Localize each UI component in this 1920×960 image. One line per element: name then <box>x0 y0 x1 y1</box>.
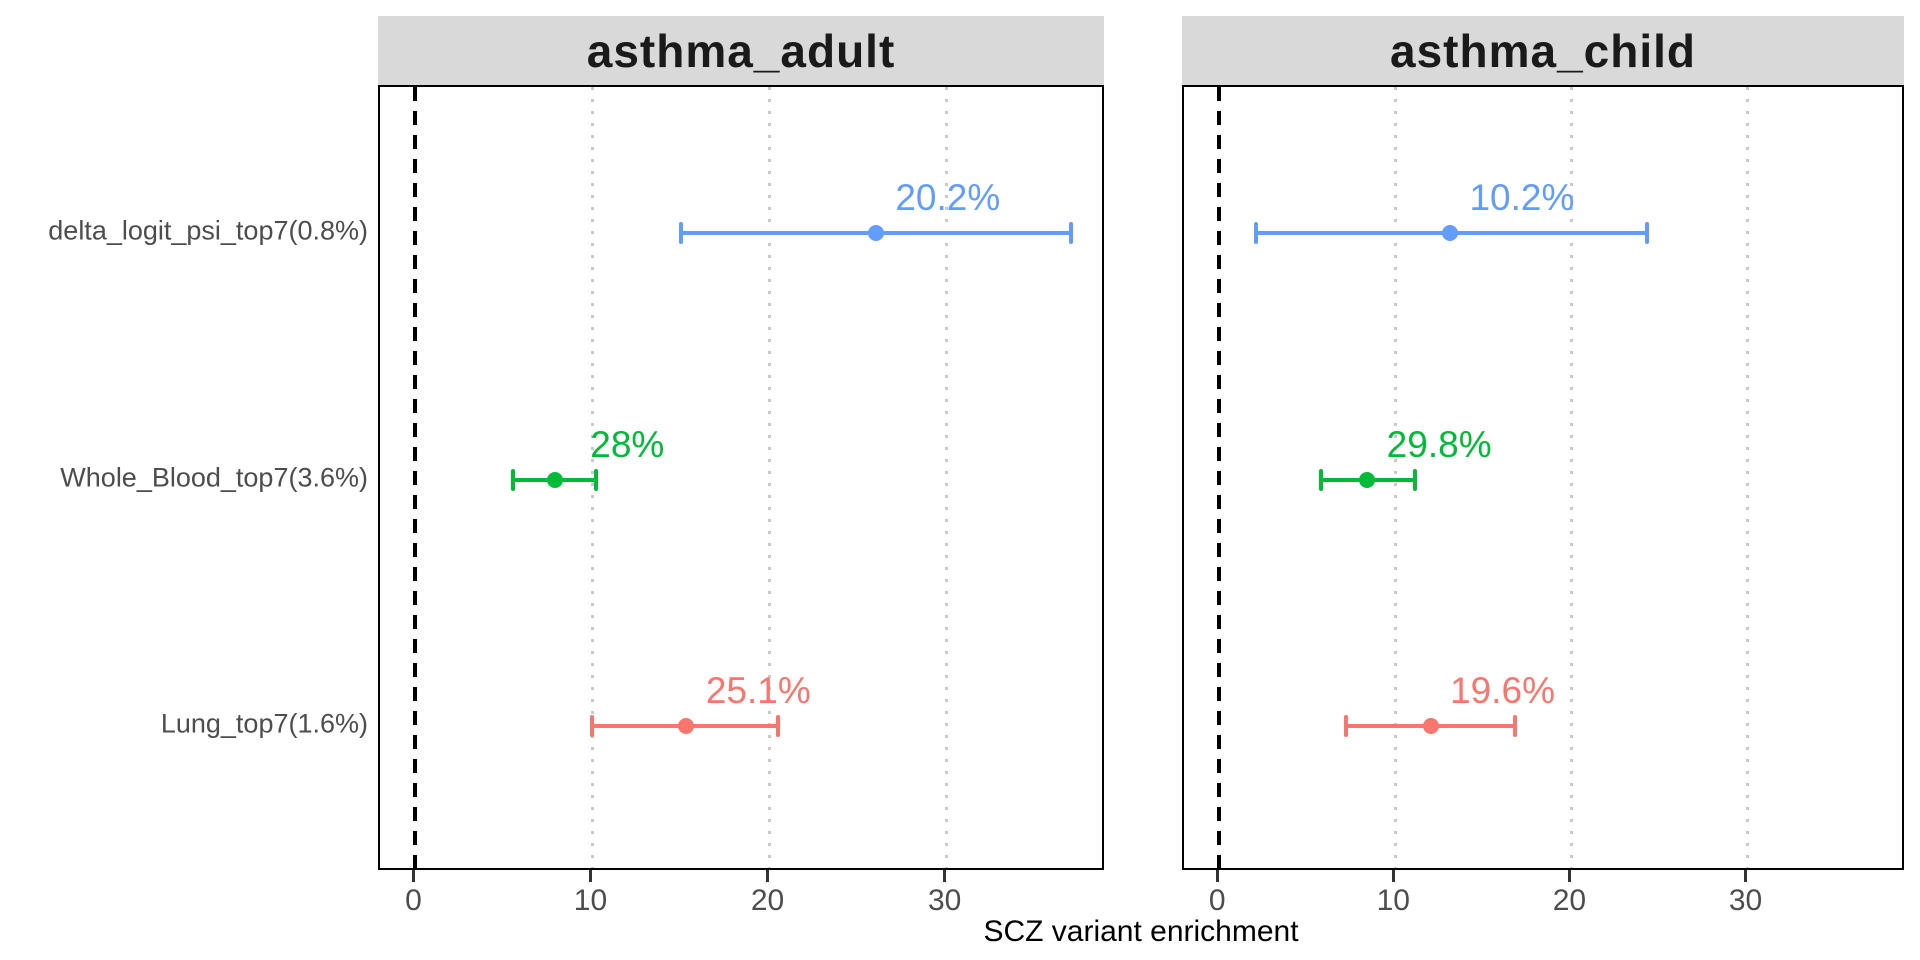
x-axis-tick-10 <box>1391 870 1395 882</box>
x-axis-tick-10 <box>588 870 592 882</box>
y-axis-label-whole-blood: Whole_Blood_top7(3.6%) <box>60 462 368 492</box>
x-axis-tick-20 <box>1567 870 1571 882</box>
estimate-point-asthma_child-Whole_Blood_top7(3.6%) <box>1359 471 1376 488</box>
ci-cap-low <box>1344 714 1348 737</box>
x-axis-tick-label-0: 0 <box>405 884 422 917</box>
ci-cap-low <box>1319 468 1324 491</box>
x-axis-tick-label-30: 30 <box>1728 884 1763 917</box>
gridline-x-30 <box>1746 87 1749 868</box>
ci-cap-high <box>1645 222 1650 244</box>
gridline-x-20 <box>1569 87 1573 868</box>
facet-strip-asthma-child: asthma_child <box>1182 16 1904 85</box>
ci-cap-high <box>594 468 599 491</box>
x-axis-tick-label-10: 10 <box>573 884 608 917</box>
plot-panel-asthma-adult: 20.2% 28% 25.1% <box>378 85 1104 870</box>
enrichment-pct-label: 28% <box>590 423 665 465</box>
enrichment-pct-label: 25.1% <box>705 669 811 711</box>
x-axis-tick-30 <box>943 870 947 882</box>
ci-cap-low <box>590 714 595 737</box>
x-axis-tick-20 <box>766 870 770 882</box>
enrichment-pct-label: 20.2% <box>895 177 1001 218</box>
ci-cap-high <box>776 714 781 737</box>
y-axis-label-lung: Lung_top7(1.6%) <box>160 708 368 739</box>
x-axis-tick-label-0: 0 <box>1208 884 1226 917</box>
gridline-x-20 <box>768 87 772 868</box>
enrichment-pct-label: 29.8% <box>1386 423 1492 465</box>
x-axis-tick-label-10: 10 <box>1376 884 1410 917</box>
estimate-point-asthma_adult-delta_logit_psi_top7(0.8%) <box>867 225 884 241</box>
ci-cap-high <box>1068 222 1073 244</box>
ci-cap-low <box>679 222 684 244</box>
x-axis-tick-label-20: 20 <box>1552 884 1587 917</box>
ci-cap-high <box>1412 468 1417 491</box>
estimate-point-asthma_adult-Lung_top7(1.6%) <box>678 717 695 734</box>
enrichment-pct-label: 10.2% <box>1469 177 1575 218</box>
y-axis-label-delta-logit-psi: delta_logit_psi_top7(0.8%) <box>48 215 368 246</box>
ci-cap-low <box>1254 222 1259 244</box>
enrichment-pct-label: 19.6% <box>1450 669 1555 711</box>
x-axis-tick-30 <box>1744 870 1747 882</box>
facet-title: asthma_child <box>1390 24 1696 77</box>
ci-cap-high <box>1513 714 1518 737</box>
facet-strip-asthma-adult: asthma_adult <box>378 16 1104 85</box>
estimate-point-asthma_child-delta_logit_psi_top7(0.8%) <box>1441 225 1458 241</box>
zero-reference-line <box>1217 87 1222 868</box>
gridline-x-30 <box>945 87 949 868</box>
plot-panel-asthma-child: 10.2% 29.8% 19.6% <box>1182 85 1904 870</box>
zero-reference-line <box>413 87 418 868</box>
x-axis-tick-0 <box>411 870 415 882</box>
facet-title: asthma_adult <box>586 24 896 77</box>
x-axis-title: SCZ variant enrichment <box>983 915 1299 948</box>
x-axis-tick-0 <box>1215 870 1219 882</box>
x-axis-tick-label-30: 30 <box>927 884 962 917</box>
estimate-point-asthma_adult-Whole_Blood_top7(3.6%) <box>547 471 564 488</box>
estimate-point-asthma_child-Lung_top7(1.6%) <box>1422 717 1439 734</box>
x-axis-tick-label-20: 20 <box>750 884 785 917</box>
ci-cap-low <box>510 468 515 491</box>
